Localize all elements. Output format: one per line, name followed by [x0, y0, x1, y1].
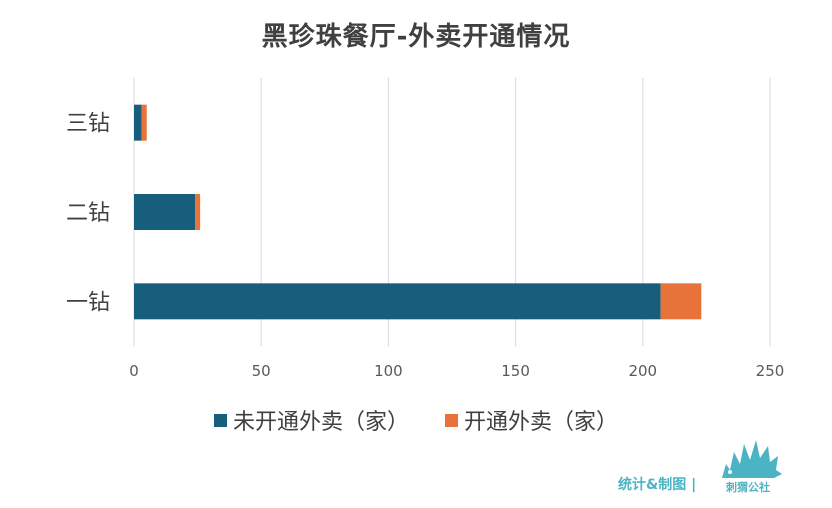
- chart-title: 黑珍珠餐厅-外卖开通情况: [261, 22, 571, 52]
- legend-swatch-opened: [445, 413, 458, 427]
- legend-swatch-unopened: [213, 413, 227, 427]
- bar-opened: [141, 104, 147, 141]
- category-label: 二钻: [66, 201, 110, 226]
- legend-item-unopened: 未开通外卖（家）: [213, 404, 409, 436]
- category-label: 三钻: [66, 112, 110, 137]
- category-label: 一钻: [66, 290, 110, 315]
- x-tick-labels: 0 50 100 150 200 250: [129, 362, 784, 380]
- legend-label-opened: 开通外卖（家）: [464, 410, 619, 435]
- x-tick-label: 150: [501, 362, 530, 380]
- bar-unopened: [134, 283, 661, 320]
- footer-credit: 统计&制图 |: [618, 477, 697, 493]
- bar-opened: [660, 283, 702, 320]
- hedgehog-icon: [722, 440, 782, 478]
- bar-unopened: [134, 194, 196, 230]
- bar-opened: [195, 194, 201, 230]
- x-tick-label: 0: [129, 362, 139, 380]
- legend: 未开通外卖（家） 开通外卖（家）: [0, 404, 832, 436]
- x-tick-label: 50: [252, 362, 271, 380]
- x-tick-label: 250: [756, 362, 785, 380]
- bars: [134, 104, 702, 320]
- bar-unopened: [134, 104, 142, 141]
- x-tick-label: 200: [628, 362, 657, 380]
- brand-name: 刺猬公社: [726, 481, 770, 494]
- x-tick-label: 100: [374, 362, 403, 380]
- legend-label-unopened: 未开通外卖（家）: [232, 410, 409, 435]
- legend-item-opened: 开通外卖（家）: [445, 404, 618, 436]
